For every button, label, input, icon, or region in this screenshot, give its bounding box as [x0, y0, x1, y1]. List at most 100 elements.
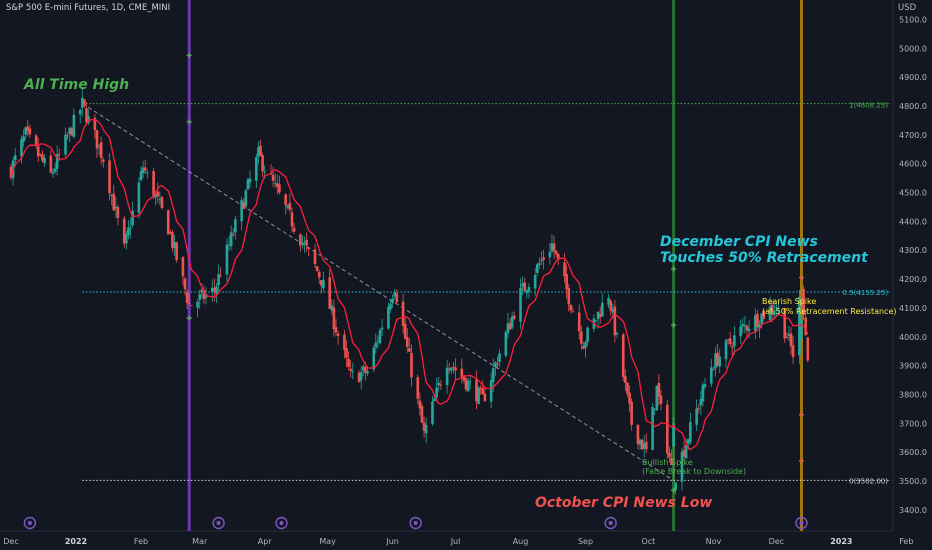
candle-body	[366, 371, 369, 374]
event-icon-dot	[608, 521, 613, 525]
candle-body	[261, 154, 264, 172]
candle-body	[496, 363, 499, 365]
y-tick-label: 5000.0	[899, 44, 927, 53]
candle-body	[334, 327, 338, 333]
candle-body	[158, 198, 162, 200]
candle-body	[219, 275, 222, 277]
y-tick-label: 4600.0	[899, 160, 927, 169]
candle-body	[200, 289, 204, 293]
candle-body	[13, 155, 17, 161]
candle-body	[577, 312, 581, 332]
candle-body	[768, 306, 772, 320]
candle-body	[424, 424, 428, 434]
candle-body	[97, 144, 101, 147]
y-tick-label: 5100.0	[899, 15, 927, 24]
candle-body	[460, 368, 464, 378]
y-tick-label: 3600.0	[899, 448, 927, 457]
candle-body	[112, 193, 116, 211]
candle-body	[491, 368, 495, 383]
candle-body	[349, 368, 352, 371]
x-tick-label: Nov	[706, 537, 722, 546]
candle-body	[609, 300, 612, 311]
candle-body	[638, 439, 642, 445]
candle-body	[680, 451, 684, 482]
x-tick-label: Aug	[513, 537, 529, 546]
level-label: 0.5(4155.25)	[842, 289, 888, 297]
candle-body	[636, 424, 640, 445]
candle-body	[626, 382, 629, 394]
candle-body	[445, 367, 449, 386]
level-label: 1(4808.25)	[849, 102, 888, 110]
candle-body	[710, 367, 713, 384]
candle-body	[307, 247, 311, 250]
candle-body	[479, 387, 482, 390]
candle-body	[728, 338, 732, 345]
candle-body	[359, 372, 363, 381]
candle-body	[22, 136, 25, 142]
signal-cross	[671, 487, 677, 493]
candle-body	[756, 313, 759, 327]
x-tick-label: Jul	[450, 537, 461, 546]
candle-body	[393, 291, 397, 297]
moving-average-line	[10, 118, 809, 451]
candle-body	[582, 345, 585, 349]
candle-body	[68, 127, 72, 134]
y-tick-label: 4800.0	[899, 102, 927, 111]
candle-body	[246, 179, 250, 190]
candle-body	[255, 157, 258, 181]
y-tick-label: 3400.0	[899, 506, 927, 515]
candle-body	[137, 182, 141, 213]
candle-body	[143, 167, 147, 171]
candle-body	[699, 398, 703, 406]
candle-body	[697, 407, 701, 409]
candle-body	[101, 159, 105, 162]
candle-body	[628, 392, 631, 404]
candle-body	[347, 358, 350, 367]
candle-body	[665, 404, 669, 454]
x-tick-label: 2023	[830, 537, 852, 546]
candle-body	[39, 154, 42, 155]
candle-body	[596, 311, 600, 319]
candle-body	[166, 210, 170, 235]
candle-body	[403, 323, 407, 339]
x-tick-label: May	[319, 537, 336, 546]
candle-body	[345, 347, 348, 358]
event-icon-dot	[27, 521, 32, 525]
candle-body	[533, 275, 537, 289]
candle-body	[571, 311, 575, 313]
candle-body	[747, 328, 751, 332]
candle-body	[72, 114, 76, 137]
candle-body	[464, 378, 468, 390]
candle-body	[85, 108, 88, 123]
x-tick-label: Dec	[769, 537, 784, 546]
candle-body	[439, 384, 443, 386]
candle-body	[489, 380, 493, 402]
retracement-annotation: Touches 50% Retracement	[660, 250, 868, 266]
candle-body	[215, 286, 218, 295]
symbol-title: S&P 500 E-mini Futures, 1D, CME_MINI	[6, 3, 171, 13]
candle-body	[152, 171, 155, 197]
candle-body	[336, 333, 340, 336]
candle-body	[313, 249, 317, 265]
candle-body	[433, 398, 436, 402]
y-tick-label: 4400.0	[899, 217, 927, 226]
downtrend-line	[82, 103, 674, 481]
candle-body	[668, 452, 671, 458]
bullish-spike-label: Bullish Spike	[642, 458, 693, 467]
candle-body	[299, 234, 302, 246]
candle-body	[733, 335, 736, 346]
candle-body	[651, 407, 654, 450]
candle-body	[387, 306, 390, 329]
candle-body	[645, 441, 648, 450]
y-tick-label: 4900.0	[899, 73, 927, 82]
candle-body	[475, 379, 478, 402]
candle-body	[108, 160, 111, 194]
candle-body	[196, 301, 199, 308]
signal-cross	[671, 266, 677, 272]
candle-body	[408, 348, 411, 352]
y-tick-label: 3500.0	[899, 477, 927, 486]
candle-body	[542, 257, 545, 260]
signal-cross	[798, 412, 804, 418]
candle-body	[129, 227, 132, 229]
